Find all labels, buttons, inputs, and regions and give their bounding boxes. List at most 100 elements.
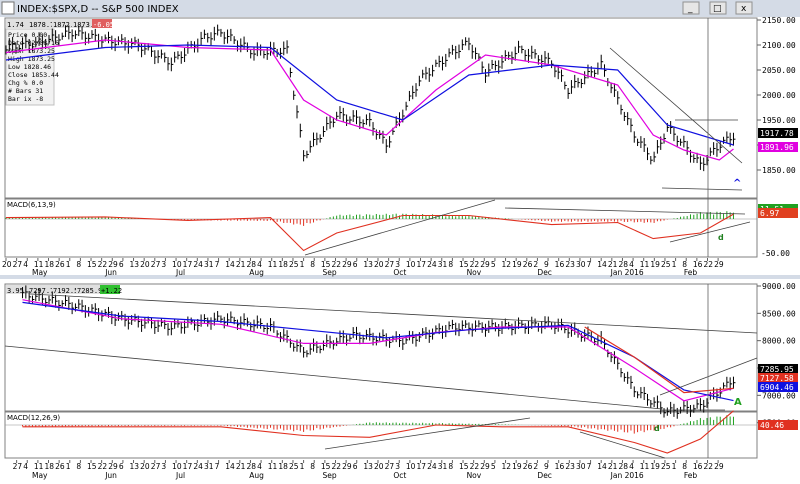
x-day-label: 18: [278, 462, 288, 471]
x-day-label: 1: [66, 462, 71, 471]
x-day-label: 24: [427, 462, 437, 471]
x-day-label: 20: [2, 260, 12, 269]
x-day-label: 16: [555, 462, 565, 471]
minimize-button[interactable]: [682, 1, 700, 15]
x-month-label: Aug: [249, 268, 264, 277]
app-icon: [1, 1, 15, 15]
y-tick-label: 2150.00: [762, 16, 796, 25]
x-day-label: 25: [289, 462, 299, 471]
x-day-label: 29: [714, 462, 724, 471]
bottom-moving-averages: [22, 299, 734, 402]
x-day-label: 15: [459, 260, 469, 269]
top-macd-signal-badge: [758, 208, 798, 218]
x-day-label: 14: [597, 260, 607, 269]
data-window-line: Close 1853.44: [8, 71, 59, 79]
x-day-label: 29: [480, 260, 490, 269]
x-month-label: Jan 2016: [610, 268, 644, 277]
x-day-label: 13: [130, 260, 140, 269]
x-day-label: 20: [374, 462, 384, 471]
x-day-label: 12: [502, 260, 512, 269]
x-day-label: 1: [300, 260, 305, 269]
x-day-label: 26: [523, 260, 533, 269]
x-day-label: 29: [714, 260, 724, 269]
strip-value-2: 1878.78: [29, 21, 59, 29]
data-window-line: Open 1873.25: [8, 47, 55, 55]
x-day-label: 11: [268, 260, 278, 269]
bottom-rising-line: [659, 357, 758, 396]
bottom-blue-value: 6904.46: [760, 383, 794, 392]
x-day-label: 16: [555, 260, 565, 269]
x-month-label: Sep: [322, 471, 336, 480]
x-day-label: 4: [629, 260, 634, 269]
bottom-macd-value: 40.46: [760, 421, 784, 430]
close-button[interactable]: [735, 1, 753, 15]
x-day-label: 24: [193, 462, 203, 471]
top-price-panel: [4, 17, 758, 199]
x-day-label: 3: [395, 462, 400, 471]
bottom-price-panel: [4, 283, 758, 412]
x-day-label: 8: [76, 462, 81, 471]
x-month-label: Feb: [684, 268, 698, 277]
x-day-label: 10: [172, 462, 182, 471]
x-day-label: 31: [438, 462, 448, 471]
bstrip-value-2: 7297.73: [29, 287, 59, 295]
y-tick-label: 8500.00: [762, 309, 796, 318]
window-controls[interactable]: _ □ x: [682, 1, 753, 15]
x-day-label: 14: [225, 462, 235, 471]
x-day-label: 15: [321, 462, 331, 471]
x-month-label: Jul: [175, 471, 185, 480]
y-tick-label: 8000.00: [762, 337, 796, 346]
x-day-label: 28: [618, 260, 628, 269]
maximize-icon: □: [713, 4, 722, 14]
y-tick-label: 2100.00: [762, 41, 796, 50]
bottom-wave-mark: A: [734, 397, 742, 408]
bstrip-value-1: 3.95: [7, 287, 24, 295]
x-day-label: 26: [523, 462, 533, 471]
x-day-label: 1: [672, 462, 677, 471]
x-day-label: 10: [406, 462, 416, 471]
bottom-blue-badge: [758, 382, 798, 392]
x-day-label: 2: [533, 260, 538, 269]
x-day-label: 22: [98, 260, 108, 269]
x-day-label: 11: [640, 462, 650, 471]
bottom-red-value: 7127.58: [760, 374, 794, 383]
maximize-button[interactable]: [709, 1, 727, 15]
x-day-label: 25: [661, 260, 671, 269]
title-bar: [0, 0, 800, 17]
x-day-label: 3: [161, 260, 166, 269]
x-month-label: May: [32, 471, 48, 480]
x-day-label: 11: [268, 462, 278, 471]
x-day-label: 13: [130, 462, 140, 471]
x-day-label: 7: [587, 260, 592, 269]
data-window-line: Bar ix -8: [8, 95, 43, 103]
x-month-label: Dec: [537, 471, 552, 480]
data-window-line: Low 1828.46: [8, 63, 51, 71]
bottom-red-badge: [758, 373, 798, 383]
x-day-label: 7: [587, 462, 592, 471]
x-day-label: 4: [23, 462, 28, 471]
x-day-label: 17: [183, 260, 193, 269]
x-day-label: 21: [608, 462, 618, 471]
x-day-label: 6: [353, 462, 358, 471]
x-day-label: 4: [257, 260, 262, 269]
x-day-label: 25: [661, 462, 671, 471]
x-day-label: 28: [246, 462, 256, 471]
x-day-label: 4: [629, 462, 634, 471]
x-day-label: 20: [140, 462, 150, 471]
y-tick-label: 7000.00: [762, 391, 796, 400]
ma-fast-line: [5, 39, 734, 161]
x-day-label: 3: [161, 462, 166, 471]
x-day-label: 21: [608, 260, 618, 269]
data-window-line: Chg % 0.0: [8, 79, 43, 87]
top-macd-trendlines: [304, 199, 751, 256]
x-day-label: 23: [565, 462, 575, 471]
x-day-label: 15: [321, 260, 331, 269]
x-month-label: Jun: [104, 471, 117, 480]
x-day-label: 19: [650, 260, 660, 269]
top-trendlines: [609, 18, 743, 257]
x-day-label: 24: [427, 260, 437, 269]
x-month-label: Dec: [537, 268, 552, 277]
x-day-label: 7: [215, 260, 220, 269]
x-day-label: 11: [34, 462, 44, 471]
